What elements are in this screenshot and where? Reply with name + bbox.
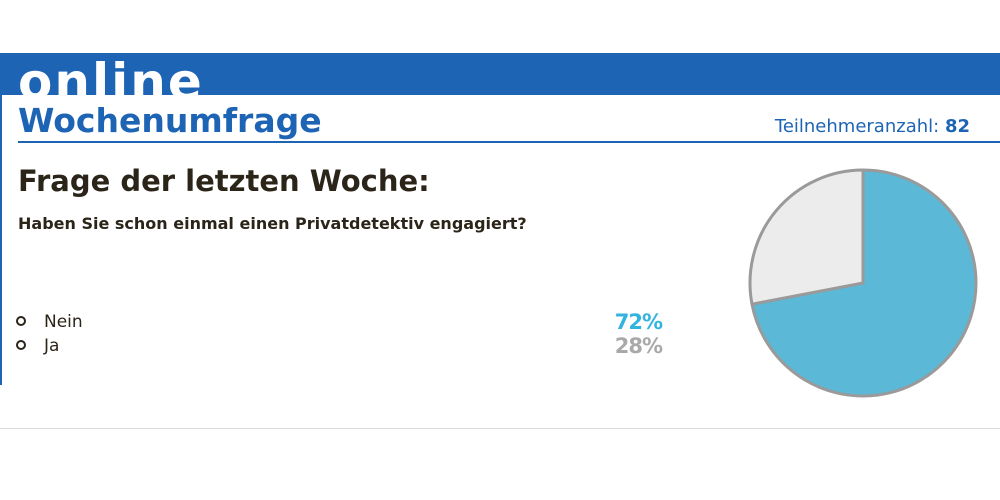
radio-icon[interactable] [16,316,26,326]
participant-count-label: Teilnehmeranzahl: [774,116,940,137]
title-divider [18,141,1000,143]
question-heading: Frage der letzten Woche: [18,164,430,198]
online-banner: online [0,53,1000,95]
option-nein[interactable]: Nein 72% [16,310,666,335]
radio-icon[interactable] [16,340,26,350]
participant-count: Teilnehmeranzahl: 82 [775,115,970,139]
option-label: Nein [44,312,83,332]
option-percent: 72% [614,310,663,334]
pie-chart [748,168,978,398]
question-text: Haben Sie schon einmal einen Privatdetek… [18,214,527,233]
option-ja[interactable]: Ja 28% [16,334,666,359]
participant-count-value: 82 [944,116,970,137]
banner-text: online [18,53,204,95]
page-title: Wochenumfrage [18,101,322,140]
pie-slice-ja [748,168,865,306]
left-border [0,95,2,385]
option-percent: 28% [614,334,663,358]
answer-options: Nein 72% Ja 28% [16,310,666,359]
poll-card: online Wochenumfrage Teilnehmeranzahl: 8… [0,53,1000,429]
option-label: Ja [44,336,60,356]
